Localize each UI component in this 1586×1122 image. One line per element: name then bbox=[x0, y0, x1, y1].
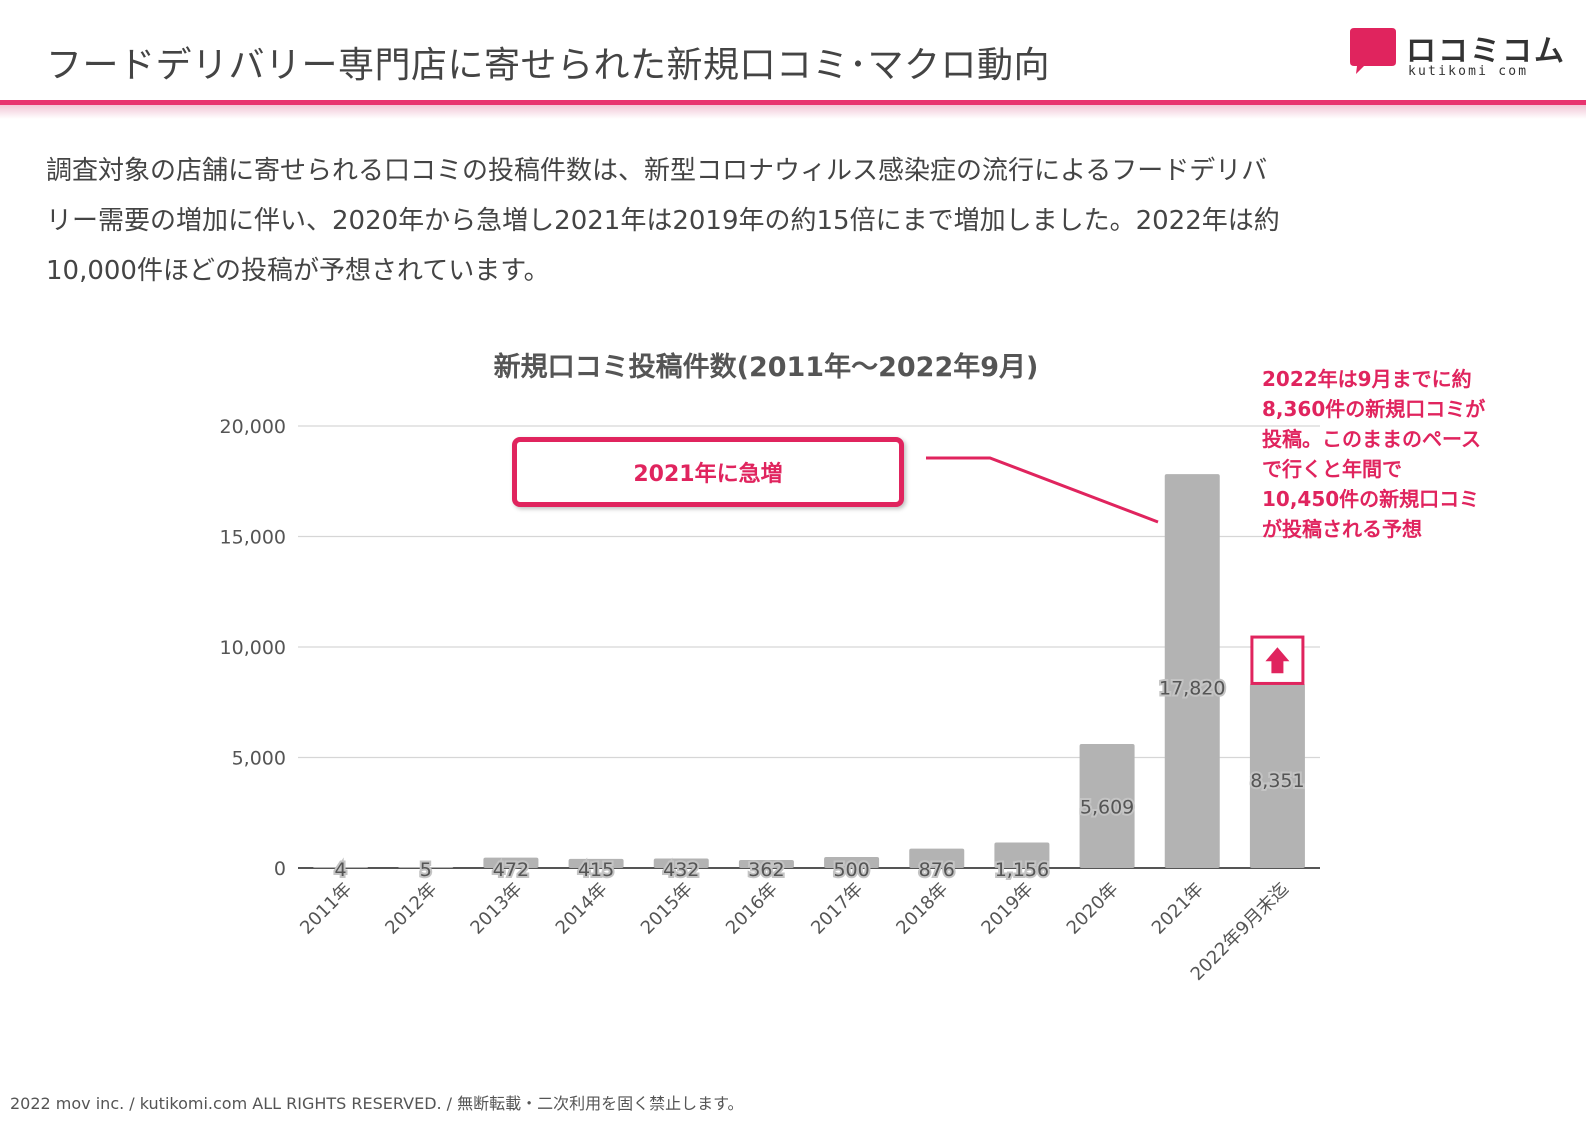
bar-data-label: 1,156 bbox=[995, 859, 1049, 881]
logo-subtitle: kutikomi com bbox=[1408, 64, 1529, 79]
x-tick-label: 2019年 bbox=[977, 879, 1037, 939]
x-tick-label: 2018年 bbox=[892, 879, 952, 939]
bar-chart: 新規口コミ投稿件数(2011年～2022年9月) 0 5,000 10,000 15,0… bbox=[220, 351, 1320, 985]
projection-note-line: で行くと年間で bbox=[1262, 457, 1402, 481]
intro-paragraph: 調査対象の店舗に寄せられる口コミの投稿件数は、新型コロナウィルス感染症の流行によ… bbox=[46, 146, 1536, 296]
header-divider-shadow bbox=[0, 105, 1586, 119]
bar bbox=[398, 867, 454, 868]
bar-data-label: 4 bbox=[335, 859, 347, 881]
x-tick-label: 2017年 bbox=[807, 879, 867, 939]
bar bbox=[1079, 744, 1135, 868]
x-tick-label: 2012年 bbox=[381, 879, 441, 939]
speech-bubble-logo-icon bbox=[1350, 28, 1396, 74]
y-tick-label: 10,000 bbox=[220, 637, 286, 659]
projection-note-line: 投稿。このままのペース bbox=[1262, 427, 1481, 451]
y-tick-label: 5,000 bbox=[232, 748, 286, 770]
callout-connector bbox=[926, 456, 1159, 524]
x-tick-label: 2016年 bbox=[722, 879, 782, 939]
intro-line: 10,000件ほどの投稿が予想されています。 bbox=[46, 256, 550, 286]
page-title: フードデリバリー専門店に寄せられた新規口コミ･マクロ動向 bbox=[46, 45, 1051, 86]
x-tick-label: 2021年 bbox=[1148, 879, 1208, 939]
bar bbox=[313, 867, 369, 868]
bar bbox=[483, 857, 539, 868]
y-tick-label: 15,000 bbox=[220, 527, 286, 549]
bar-data-label: 500 bbox=[833, 859, 869, 881]
brand-logo: ロコミコム kutikomi com bbox=[1350, 28, 1564, 80]
x-tick-label: 2015年 bbox=[637, 879, 697, 939]
bar-data-label: 415 bbox=[578, 859, 614, 881]
intro-line: リー需要の増加に伴い、2020年から急増し2021年は2019年の約15倍にまで… bbox=[46, 206, 1280, 236]
bar bbox=[994, 842, 1050, 868]
up-arrow-icon bbox=[1265, 647, 1290, 674]
bar-data-label: 876 bbox=[919, 859, 955, 881]
bar-data-label: 362 bbox=[748, 859, 784, 881]
bar bbox=[653, 858, 709, 868]
projection-box bbox=[1250, 635, 1305, 685]
bar-data-label: 432 bbox=[663, 859, 699, 881]
x-tick-label: 2014年 bbox=[552, 879, 612, 939]
projection-note: 2022年は9月までに約 8,360件の新規口コミが 投稿。このままのペース で… bbox=[1262, 364, 1562, 544]
projection-note-line: 10,450件の新規口コミ bbox=[1262, 487, 1480, 511]
logo-wordmark: ロコミコム bbox=[1406, 34, 1566, 69]
bar-data-label: 472 bbox=[493, 859, 529, 881]
x-tick-label: 2013年 bbox=[466, 879, 526, 939]
header-divider bbox=[0, 100, 1586, 105]
x-tick-label: 2011年 bbox=[296, 879, 356, 939]
intro-line: 調査対象の店舗に寄せられる口コミの投稿件数は、新型コロナウィルス感染症の流行によ… bbox=[46, 156, 1268, 186]
bar-data-label: 8,351 bbox=[1250, 770, 1304, 792]
bar bbox=[1249, 683, 1305, 868]
surge-callout-label: 2021年に急増 bbox=[633, 462, 783, 487]
x-tick-label: 2020年 bbox=[1063, 879, 1123, 939]
bar bbox=[909, 848, 965, 868]
bar bbox=[824, 856, 880, 868]
projection-note-line: 2022年は9月までに約 bbox=[1262, 367, 1472, 391]
projection-note-line: 8,360件の新規口コミが bbox=[1262, 397, 1486, 421]
copyright-footer: 2022 mov inc. / kutikomi.com ALL RIGHTS … bbox=[10, 1094, 744, 1113]
bar-data-label: 5 bbox=[420, 859, 432, 881]
bar-data-label: 5,609 bbox=[1080, 796, 1134, 818]
chart-title: 新規口コミ投稿件数(2011年～2022年9月) bbox=[494, 351, 1039, 383]
surge-callout: 2021年に急増 bbox=[512, 437, 904, 507]
projection-note-line: が投稿される予想 bbox=[1262, 517, 1422, 541]
bar bbox=[1164, 474, 1220, 868]
bar bbox=[568, 858, 624, 868]
y-tick-label: 0 bbox=[274, 858, 286, 880]
bar-data-label: 17,820 bbox=[1159, 678, 1225, 700]
bar bbox=[738, 859, 794, 868]
y-tick-label: 20,000 bbox=[220, 416, 286, 438]
